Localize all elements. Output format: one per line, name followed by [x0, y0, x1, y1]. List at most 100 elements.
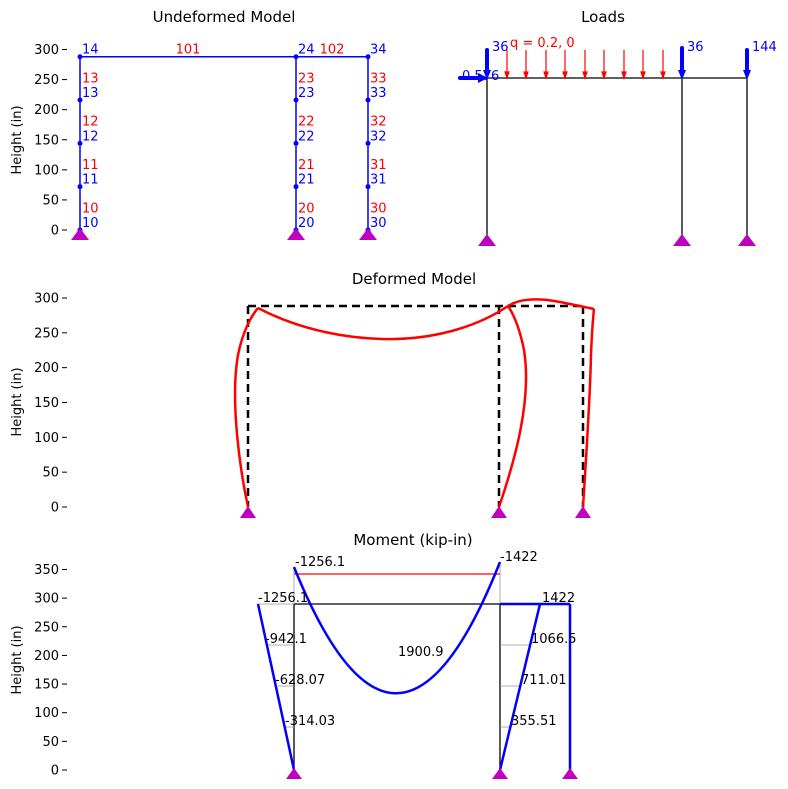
- element-label: 20: [298, 201, 315, 216]
- support-triangle: [673, 234, 691, 246]
- element-label: 32: [370, 115, 387, 130]
- node-label: 30: [370, 216, 387, 231]
- support-triangle: [562, 768, 578, 779]
- node-label: 32: [370, 129, 387, 144]
- node-label: 13: [82, 86, 99, 101]
- deformed-ylabel: Height (in): [10, 367, 25, 436]
- deformed-column-left: [233, 307, 259, 508]
- deformed-y-ticks: 0 50 100 150 200 250 300: [34, 292, 67, 516]
- y-tick-label: 250: [34, 73, 59, 88]
- loads-frame: [486, 77, 748, 240]
- element-label: 13: [82, 71, 99, 86]
- point-load-label-3: 144: [752, 40, 777, 55]
- support-triangle: [240, 506, 256, 518]
- support-triangle: [492, 768, 508, 779]
- distributed-load-arrows: [504, 50, 666, 80]
- node-label: 21: [298, 173, 315, 188]
- y-tick-label: 0: [51, 501, 59, 516]
- support-triangle: [286, 768, 302, 779]
- node-point: [293, 140, 299, 146]
- node-point: [77, 184, 83, 190]
- loads-supports: [478, 234, 756, 246]
- moment-labels: -1256.1 -1422 -1256.1 1422 -942.1 1066.5…: [258, 550, 577, 729]
- node-label: 31: [370, 173, 387, 188]
- node-label: 14: [82, 43, 99, 58]
- moment-label: -1256.1: [295, 555, 345, 570]
- y-tick-label: 0: [51, 224, 59, 239]
- node-point: [365, 184, 371, 190]
- support-triangle: [575, 506, 591, 518]
- node-label: 12: [82, 129, 99, 144]
- node-point: [365, 54, 371, 60]
- point-loads: [458, 46, 749, 80]
- element-label: 30: [370, 201, 387, 216]
- y-tick-label: 250: [34, 620, 59, 635]
- node-point: [293, 54, 299, 60]
- deformed-title: Deformed Model: [352, 270, 476, 288]
- y-tick-label: 350: [34, 563, 59, 578]
- support-triangle: [71, 228, 89, 240]
- element-label: 102: [320, 43, 345, 58]
- undeformed-supports: [71, 228, 377, 240]
- element-label: 22: [298, 115, 315, 130]
- distributed-load-label: q = 0.2, 0: [510, 36, 575, 51]
- moment-label: -628.07: [275, 673, 325, 688]
- lateral-load-label: 0.576: [462, 69, 499, 84]
- moment-label: -314.03: [285, 714, 335, 729]
- y-tick-label: 50: [42, 193, 59, 208]
- node-point: [293, 184, 299, 190]
- y-tick-label: 200: [34, 103, 59, 118]
- element-label: 33: [370, 71, 387, 86]
- node-point: [365, 97, 371, 103]
- node-label: 22: [298, 129, 315, 144]
- point-load-label-2: 36: [687, 40, 704, 55]
- undeformed-node-labels: 10 11 12 13 14 20 21 22 23 24 30 31 32 33 34: [82, 43, 387, 231]
- deformed-column-mid: [497, 305, 528, 508]
- node-point: [77, 140, 83, 146]
- y-tick-label: 100: [34, 706, 59, 721]
- loads-node-marks: [486, 116, 748, 200]
- y-tick-label: 50: [42, 735, 59, 750]
- element-label: 12: [82, 115, 99, 130]
- element-label: 10: [82, 201, 99, 216]
- node-label: 34: [370, 43, 387, 58]
- moment-label: -942.1: [265, 632, 307, 647]
- moment-supports: [286, 768, 578, 779]
- y-tick-label: 250: [34, 326, 59, 341]
- y-tick-label: 100: [34, 431, 59, 446]
- loads-title: Loads: [581, 8, 625, 26]
- node-label: 20: [298, 216, 315, 231]
- moment-y-ticks: 0 50 100 150 200 250 300 350: [34, 563, 67, 779]
- support-triangle: [478, 234, 496, 246]
- element-label: 23: [298, 71, 315, 86]
- node-point: [77, 54, 83, 60]
- element-label: 21: [298, 158, 315, 173]
- node-label: 11: [82, 173, 99, 188]
- undeformed-ylabel: Height (in): [10, 105, 25, 174]
- moment-label: 1422: [542, 591, 575, 606]
- moment-title: Moment (kip-in): [353, 531, 472, 549]
- node-label: 23: [298, 86, 315, 101]
- moment-hatch: [258, 562, 530, 728]
- support-triangle: [491, 506, 507, 518]
- panel-deformed: Deformed Model Height (in) 0 50 100 150 200 2…: [10, 270, 596, 518]
- moment-label: -1422: [500, 550, 538, 565]
- undeformed-title: Undeformed Model: [153, 8, 296, 26]
- moment-diagram: [256, 561, 572, 771]
- undeformed-y-ticks: 0 50 100 150 200 250 300: [34, 43, 67, 239]
- node-label: 10: [82, 216, 99, 231]
- panel-loads: Loads: [458, 8, 777, 246]
- deformed-column-right: [581, 308, 596, 508]
- undeformed-members: [79, 55, 369, 230]
- panel-undeformed: Undeformed Model Height (in) 0 50 100 150 20…: [10, 8, 387, 240]
- node-label: 24: [298, 43, 315, 58]
- undeformed-frame-dashed: [246, 304, 585, 507]
- y-tick-label: 0: [51, 764, 59, 779]
- y-tick-label: 200: [34, 649, 59, 664]
- support-triangle: [738, 234, 756, 246]
- y-tick-label: 100: [34, 163, 59, 178]
- y-tick-label: 300: [34, 292, 59, 307]
- moment-label: 1066.5: [531, 632, 577, 647]
- node-label: 33: [370, 86, 387, 101]
- node-point: [365, 140, 371, 146]
